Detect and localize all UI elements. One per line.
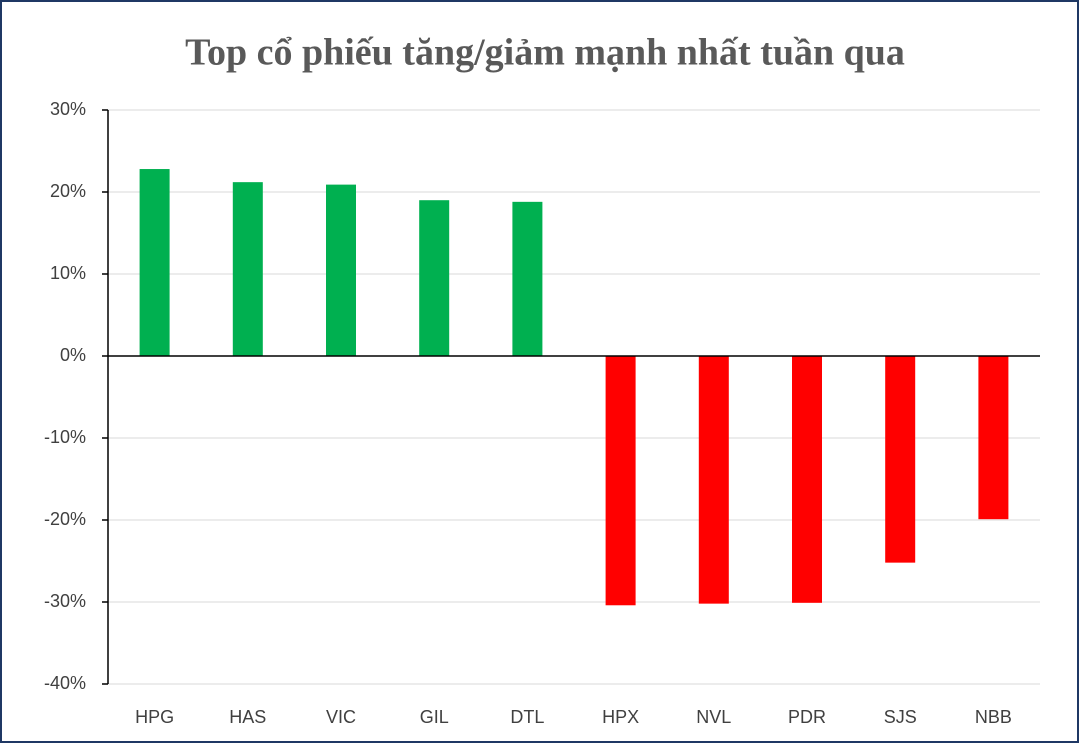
y-tick-label: -10%: [44, 427, 86, 447]
bar: [326, 184, 356, 356]
bar: [419, 200, 450, 356]
bar: [139, 169, 170, 356]
x-tick-label: VIC: [326, 707, 356, 727]
y-tick-label: 0%: [60, 345, 86, 365]
bar: [792, 356, 822, 603]
x-tick-label: HPG: [135, 707, 174, 727]
x-tick-label: SJS: [884, 707, 917, 727]
x-tick-label: DTL: [510, 707, 544, 727]
x-tick-label: NVL: [696, 707, 731, 727]
x-tick-label: NBB: [975, 707, 1012, 727]
y-tick-label: 30%: [50, 99, 86, 119]
y-tick-label: 10%: [50, 263, 86, 283]
bar: [232, 182, 263, 356]
bar: [698, 356, 729, 604]
x-tick-label: GIL: [420, 707, 449, 727]
x-tick-label: PDR: [788, 707, 826, 727]
y-tick-label: -30%: [44, 591, 86, 611]
bar: [978, 356, 1009, 520]
x-tick-label: HPX: [602, 707, 639, 727]
y-tick-label: -20%: [44, 509, 86, 529]
x-tick-label: HAS: [229, 707, 266, 727]
y-tick-label: 20%: [50, 181, 86, 201]
y-tick-label: -40%: [44, 673, 86, 693]
bar: [605, 356, 636, 606]
bar: [512, 201, 543, 356]
bar: [885, 356, 916, 563]
chart-title: Top cổ phiếu tăng/giảm mạnh nhất tuần qu…: [185, 32, 905, 74]
